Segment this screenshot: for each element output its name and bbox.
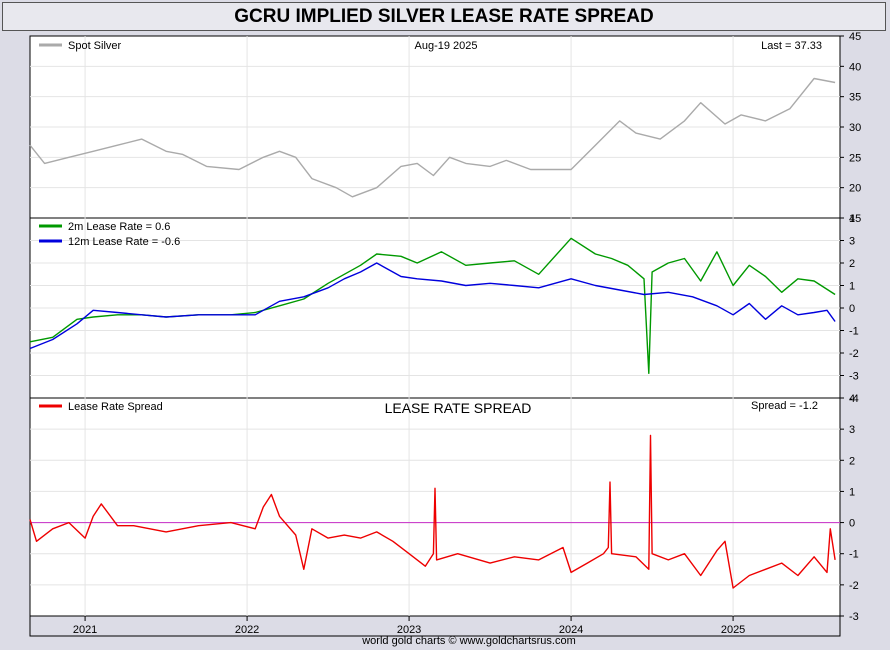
y-tick-label: 25 [849, 152, 861, 164]
title-bar: GCRU IMPLIED SILVER LEASE RATE SPREAD [2, 2, 886, 31]
y-tick-label: 45 [849, 31, 861, 43]
y-tick-label: 1 [849, 486, 855, 498]
x-tick-label: 2022 [235, 624, 259, 636]
last-price-label: Last = 37.33 [761, 40, 822, 52]
spread-panel-title: LEASE RATE SPREAD [385, 400, 532, 416]
legend-label-spread: Lease Rate Spread [68, 401, 163, 413]
y-tick-label: 1 [849, 281, 855, 293]
footer-credit: world gold charts © www.goldchartsrus.co… [361, 635, 576, 647]
legend-label-spot-silver: Spot Silver [68, 40, 122, 52]
x-tick-label: 2021 [73, 624, 97, 636]
y-tick-label: 0 [849, 518, 855, 530]
y-tick-label: 35 [849, 92, 861, 104]
x-tick-label: 2025 [721, 624, 745, 636]
y-tick-label: 2 [849, 258, 855, 270]
y-tick-label: -1 [849, 326, 859, 338]
legend-label-2m: 2m Lease Rate = 0.6 [68, 221, 170, 233]
y-tick-label: 0 [849, 303, 855, 315]
y-tick-label: -3 [849, 611, 859, 623]
y-tick-label: 4 [849, 393, 855, 405]
x-axis-strip [29, 615, 841, 637]
y-tick-label: 20 [849, 183, 861, 195]
y-tick-label: 30 [849, 122, 861, 134]
y-tick-label: -1 [849, 549, 859, 561]
series-line-lease-rate-spread [29, 434, 836, 589]
x-tick-label: 2023 [397, 624, 421, 636]
y-tick-label: 4 [849, 213, 855, 225]
y-tick-label: -4 [849, 393, 859, 405]
date-label: Aug-19 2025 [415, 40, 478, 52]
legend-label-12m: 12m Lease Rate = -0.6 [68, 236, 180, 248]
y-tick-label: 3 [849, 236, 855, 248]
x-tick-label: 2024 [559, 624, 583, 636]
y-tick-label: 40 [849, 61, 861, 73]
y-tick-label: -3 [849, 371, 859, 383]
y-tick-label: 3 [849, 424, 855, 436]
y-tick-label: 2 [849, 455, 855, 467]
y-tick-label: 15 [849, 213, 861, 225]
y-tick-label: -2 [849, 348, 859, 360]
y-tick-label: -2 [849, 580, 859, 592]
series-line-12m-lease-rate [29, 262, 836, 350]
series-line-spot-silver [29, 77, 836, 198]
spread-last-label: Spread = -1.2 [751, 400, 818, 412]
chart-title: GCRU IMPLIED SILVER LEASE RATE SPREAD [234, 6, 654, 27]
